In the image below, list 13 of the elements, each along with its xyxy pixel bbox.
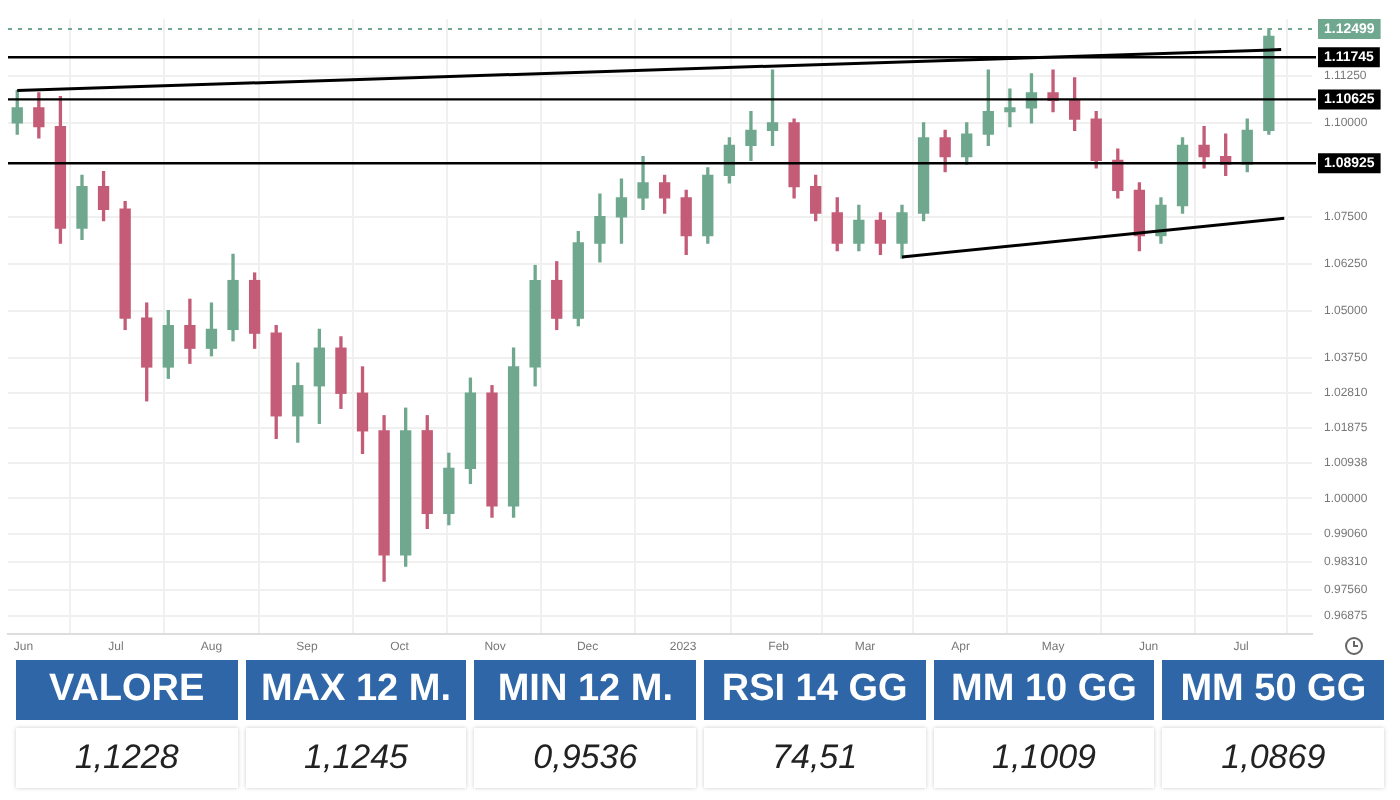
- text: 1,1228: [16, 728, 238, 788]
- text: VALORE: [16, 660, 238, 720]
- text: MAX 12 M.: [245, 660, 467, 720]
- text: 1,1009: [933, 728, 1155, 788]
- text: RSI 14 GG: [703, 660, 926, 720]
- text: 0,9536: [474, 728, 696, 788]
- text: MM 10 GG: [933, 660, 1155, 720]
- text: MM 50 GG: [1162, 660, 1384, 720]
- text: 1,0869: [1162, 728, 1384, 788]
- text: 1,1245: [245, 728, 467, 788]
- candlestick: [1004, 88, 1016, 128]
- text: MIN 12 M.: [474, 660, 696, 720]
- text: 74,51: [703, 728, 926, 788]
